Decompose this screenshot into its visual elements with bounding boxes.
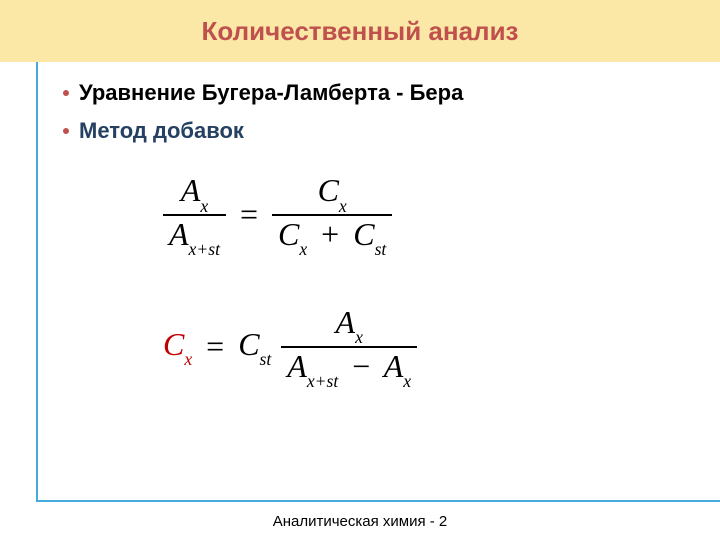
equals-sign: = [192, 328, 238, 365]
f1-rhs-den-l-sub: x [299, 239, 307, 259]
f2-num-base: A [336, 304, 356, 340]
plus-sign: + [315, 216, 345, 252]
footer-text: Аналитическая химия - 2 [0, 513, 720, 530]
bullet-dot-icon [63, 90, 69, 96]
formula2-frac: Ax Ax+st − Ax [281, 304, 417, 390]
f2-lhs-base: C [163, 326, 184, 362]
f1-rhs-den-l-base: C [278, 216, 299, 252]
bullet-text-2: Метод добавок [79, 118, 244, 144]
bullet-row-1: Уравнение Бугера-Ламберта - Бера [63, 80, 700, 106]
f2-den-l-base: A [287, 348, 307, 384]
formula1-rhs-frac: Cx Cx + Cst [272, 172, 392, 258]
f2-den-r-base: A [384, 348, 404, 384]
minus-sign: − [346, 348, 376, 384]
f1-rhs-den-r-sub: st [375, 239, 387, 259]
bullet-text-1: Уравнение Бугера-Ламберта - Бера [79, 80, 463, 106]
bottom-rule [36, 500, 720, 502]
f2-lhs: Cx [163, 326, 192, 367]
bullet-row-2: Метод добавок [63, 118, 700, 144]
f2-den-l-sub: x+st [307, 371, 338, 391]
f2-num-sub: x [355, 327, 363, 347]
f1-lhs-num-base: A [181, 172, 201, 208]
bullet-dot-icon [63, 128, 69, 134]
page-title: Количественный анализ [202, 16, 519, 47]
equals-sign: = [226, 196, 272, 233]
formula-2: Cx = Cst Ax Ax+st − Ax [163, 304, 700, 390]
left-rule [36, 62, 38, 500]
f1-rhs-num-base: C [318, 172, 339, 208]
f2-lhs-sub: x [184, 349, 192, 369]
f2-den-r-sub: x [403, 371, 411, 391]
f2-coef-sub: st [260, 349, 272, 369]
formula-1: Ax Ax+st = Cx Cx + Cst [163, 172, 700, 258]
f1-rhs-num-sub: x [339, 196, 347, 216]
header-band: Количественный анализ [0, 0, 720, 62]
formula1-lhs-frac: Ax Ax+st [163, 172, 226, 258]
formula-block: Ax Ax+st = Cx Cx + Cst [163, 172, 700, 389]
content-area: Уравнение Бугера-Ламберта - Бера Метод д… [63, 80, 700, 389]
f2-coef: Cst [238, 326, 271, 367]
f1-lhs-num-sub: x [200, 196, 208, 216]
f1-lhs-den-base: A [169, 216, 189, 252]
f2-coef-base: C [238, 326, 259, 362]
f1-lhs-den-sub: x+st [189, 239, 220, 259]
f1-rhs-den-r-base: C [353, 216, 374, 252]
